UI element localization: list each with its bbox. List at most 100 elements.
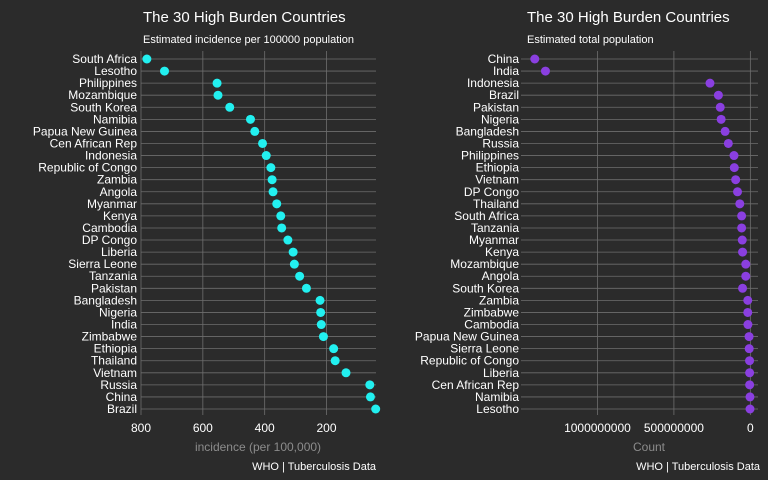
right-y-tick-label: Lesotho bbox=[476, 402, 519, 416]
right-y-tick-label: Zambia bbox=[479, 293, 519, 307]
right-data-point bbox=[737, 235, 747, 245]
right-data-point bbox=[745, 404, 755, 414]
left-chart-subtitle: Estimated incidence per 100000 populatio… bbox=[143, 34, 354, 46]
left-y-tick-label: Cen African Rep bbox=[50, 136, 138, 150]
right-data-point bbox=[735, 199, 745, 209]
left-y-tick-label: Pakistan bbox=[91, 281, 137, 295]
left-data-point bbox=[258, 138, 268, 148]
left-data-point bbox=[316, 320, 326, 330]
left-data-point bbox=[289, 259, 299, 269]
right-y-tick-label: Cen African Rep bbox=[432, 378, 520, 392]
right-data-point bbox=[743, 307, 753, 317]
left-y-tick-label: Myanmar bbox=[87, 197, 137, 211]
right-data-point bbox=[713, 90, 723, 100]
right-y-tick-label: Cambodia bbox=[464, 318, 519, 332]
right-chart-title: The 30 High Burden Countries bbox=[527, 9, 730, 26]
left-y-tick-label: Namibia bbox=[93, 112, 137, 126]
left-y-tick-label: Lesotho bbox=[94, 64, 137, 78]
right-y-tick-label: Pakistan bbox=[473, 100, 519, 114]
right-y-tick-label: India bbox=[493, 64, 519, 78]
left-data-point bbox=[268, 187, 278, 197]
right-data-point bbox=[738, 247, 748, 257]
left-data-point bbox=[261, 151, 271, 161]
left-data-point bbox=[266, 163, 276, 173]
left-data-point bbox=[276, 211, 286, 221]
left-data-point bbox=[341, 368, 351, 378]
right-y-tick-label: Liberia bbox=[483, 366, 519, 380]
right-y-tick-label: Mozambique bbox=[450, 257, 519, 271]
right-data-point bbox=[530, 54, 540, 64]
left-y-tick-label: Liberia bbox=[101, 245, 137, 259]
left-data-point bbox=[301, 283, 311, 293]
left-data-point bbox=[295, 271, 305, 281]
right-data-point bbox=[743, 295, 753, 305]
left-y-tick-label: Thailand bbox=[91, 354, 137, 368]
left-data-point bbox=[316, 307, 326, 317]
right-y-tick-label: Sierra Leone bbox=[450, 342, 519, 356]
right-data-point bbox=[738, 283, 748, 293]
right-data-point bbox=[729, 151, 739, 161]
right-data-point bbox=[741, 259, 751, 269]
left-data-point bbox=[365, 380, 375, 390]
right-data-point bbox=[744, 344, 754, 354]
right-y-tick-label: Thailand bbox=[473, 197, 519, 211]
right-data-point bbox=[731, 175, 741, 185]
left-y-tick-label: Russia bbox=[100, 378, 137, 392]
left-data-point bbox=[250, 126, 260, 136]
left-y-tick-label: Sierra Leone bbox=[68, 257, 137, 271]
right-y-tick-label: Zimbabwe bbox=[464, 305, 520, 319]
right-y-tick-label: DP Congo bbox=[464, 185, 519, 199]
left-y-tick-label: South Korea bbox=[70, 100, 137, 114]
right-data-point bbox=[540, 66, 550, 76]
left-y-tick-label: Angola bbox=[100, 185, 138, 199]
left-data-point bbox=[277, 223, 287, 233]
right-y-tick-label: South Africa bbox=[454, 209, 519, 223]
right-y-tick-label: Papua New Guinea bbox=[415, 330, 519, 344]
left-x-tick-label: 400 bbox=[255, 421, 275, 435]
right-data-point bbox=[715, 102, 725, 112]
right-chart-caption: WHO | Tuberculosis Data bbox=[636, 461, 761, 473]
left-y-tick-label: China bbox=[106, 390, 138, 404]
right-x-tick-label: 1000000000 bbox=[564, 421, 631, 435]
right-y-tick-label: Myanmar bbox=[469, 233, 519, 247]
left-y-tick-label: Ethiopia bbox=[94, 342, 138, 356]
right-y-tick-label: Namibia bbox=[475, 390, 519, 404]
right-data-point bbox=[745, 368, 755, 378]
left-x-tick-label: 600 bbox=[193, 421, 213, 435]
right-y-tick-label: Bangladesh bbox=[456, 124, 519, 138]
left-y-tick-label: DP Congo bbox=[82, 233, 137, 247]
left-data-point bbox=[371, 404, 381, 414]
left-data-point bbox=[329, 344, 339, 354]
right-data-point bbox=[705, 78, 715, 88]
right-data-point bbox=[745, 356, 755, 366]
right-x-tick-label: 500000000 bbox=[644, 421, 704, 435]
left-y-tick-label: Nigeria bbox=[99, 305, 137, 319]
left-chart-caption: WHO | Tuberculosis Data bbox=[252, 461, 377, 473]
left-y-tick-label: Mozambique bbox=[68, 88, 137, 102]
right-y-tick-label: Indonesia bbox=[467, 76, 519, 90]
left-y-tick-label: Bangladesh bbox=[74, 293, 137, 307]
left-data-point bbox=[160, 66, 169, 76]
right-y-tick-label: Kenya bbox=[485, 245, 519, 259]
left-y-tick-label: Zimbabwe bbox=[82, 330, 138, 344]
right-data-point bbox=[737, 223, 747, 233]
right-data-point bbox=[741, 271, 751, 281]
right-y-tick-label: Tanzania bbox=[471, 221, 519, 235]
left-y-tick-label: Indonesia bbox=[85, 149, 137, 163]
right-y-tick-label: Russia bbox=[482, 136, 519, 150]
right-data-point bbox=[729, 163, 739, 173]
right-data-point bbox=[716, 114, 726, 124]
left-x-tick-label: 200 bbox=[317, 421, 337, 435]
right-data-point bbox=[723, 138, 733, 148]
left-y-tick-label: Tanzania bbox=[89, 269, 137, 283]
right-data-point bbox=[745, 380, 755, 390]
left-y-tick-label: South Africa bbox=[72, 52, 137, 66]
left-data-point bbox=[245, 114, 255, 124]
left-data-point bbox=[142, 54, 152, 64]
right-data-point bbox=[733, 187, 743, 197]
right-y-tick-label: Philippines bbox=[461, 149, 519, 163]
left-y-tick-label: Kenya bbox=[103, 209, 137, 223]
left-y-tick-label: Papua New Guinea bbox=[33, 124, 137, 138]
